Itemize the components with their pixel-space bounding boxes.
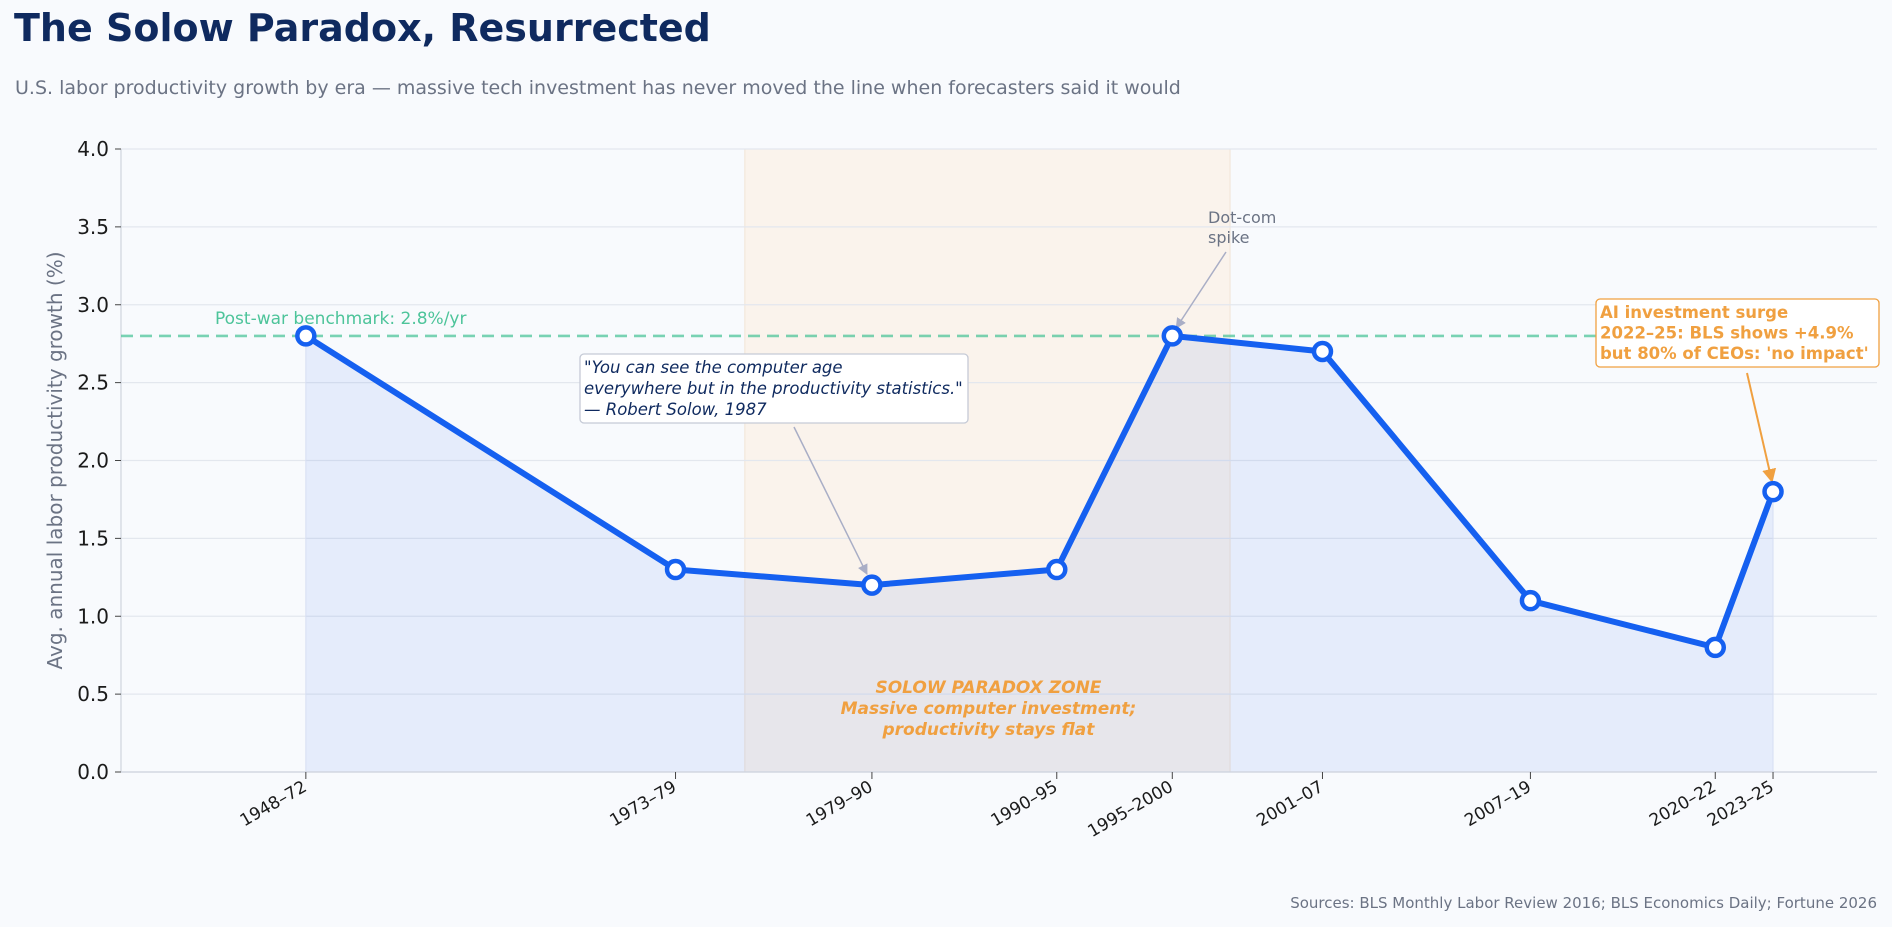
x-tick-label: 1995–2000 xyxy=(1084,777,1176,842)
quote-text-line: everywhere but in the productivity stati… xyxy=(584,379,963,398)
y-tick-label: 0.5 xyxy=(77,682,109,706)
ai-box xyxy=(1595,298,1880,368)
x-tick-label: 1973–79 xyxy=(606,777,680,831)
x-tick-label: 2001–07 xyxy=(1253,777,1327,831)
dotcom-arrow xyxy=(1175,251,1227,329)
x-tick-label: 2023–25 xyxy=(1704,777,1778,831)
benchmark-layer: Post-war benchmark: 2.8%/yr xyxy=(121,309,1877,338)
quote-arrow xyxy=(793,426,868,576)
data-point xyxy=(1046,558,1068,581)
data-point xyxy=(861,574,883,596)
quote-text-line: "You can see the computer age xyxy=(584,358,843,377)
series-area xyxy=(305,335,1774,772)
area-layer xyxy=(305,335,1774,772)
data-point xyxy=(1762,480,1784,503)
benchmark-label: Post-war benchmark: 2.8%/yr xyxy=(215,309,466,329)
ai-text-line: 2022–25: BLS shows +4.9% xyxy=(1600,324,1854,343)
x-tick-label: 1979–90 xyxy=(803,777,877,831)
data-point xyxy=(1704,636,1727,659)
chart-title: The Solow Paradox, Resurrected xyxy=(14,6,711,50)
x-tick-label: 1990–95 xyxy=(988,777,1062,831)
y-tick-label: 4.0 xyxy=(77,137,109,161)
source-note: Sources: BLS Monthly Labor Review 2016; … xyxy=(1290,894,1877,912)
y-tick-label: 3.0 xyxy=(77,293,109,317)
paradox-zone-caption: productivity stays flat xyxy=(882,720,1096,740)
data-point xyxy=(295,325,317,347)
ai-text-line: AI investment surge xyxy=(1600,303,1788,322)
data-point xyxy=(664,558,687,581)
y-tick-label: 0.0 xyxy=(77,760,109,784)
data-point xyxy=(1161,325,1184,347)
ai-arrow xyxy=(1746,372,1777,484)
x-tick-label: 1948–72 xyxy=(237,777,311,831)
y-tick-label: 3.5 xyxy=(77,215,109,239)
ai-text-line: but 80% of CEOs: 'no impact' xyxy=(1600,344,1869,363)
paradox-zone-caption: Massive computer investment; xyxy=(841,699,1137,719)
dotcom-label: Dot-com xyxy=(1208,208,1276,227)
x-tick-label: 2007–19 xyxy=(1461,777,1535,831)
paradox-zone-title: SOLOW PARADOX ZONE xyxy=(875,678,1101,698)
points-layer xyxy=(295,325,1784,659)
y-tick-label: 2.0 xyxy=(77,449,109,473)
data-point xyxy=(1311,340,1334,363)
dotcom-label: spike xyxy=(1208,228,1249,247)
quote-box xyxy=(579,353,969,424)
y-tick-label: 2.5 xyxy=(77,371,109,395)
data-point xyxy=(1519,589,1542,612)
y-tick-label: 1.0 xyxy=(77,604,109,628)
y-axis-label: Avg. annual labor productivity growth (%… xyxy=(43,252,67,670)
quote-text-line: — Robert Solow, 1987 xyxy=(584,400,767,419)
chart-subtitle: U.S. labor productivity growth by era — … xyxy=(15,77,1181,99)
y-tick-label: 1.5 xyxy=(77,526,109,550)
